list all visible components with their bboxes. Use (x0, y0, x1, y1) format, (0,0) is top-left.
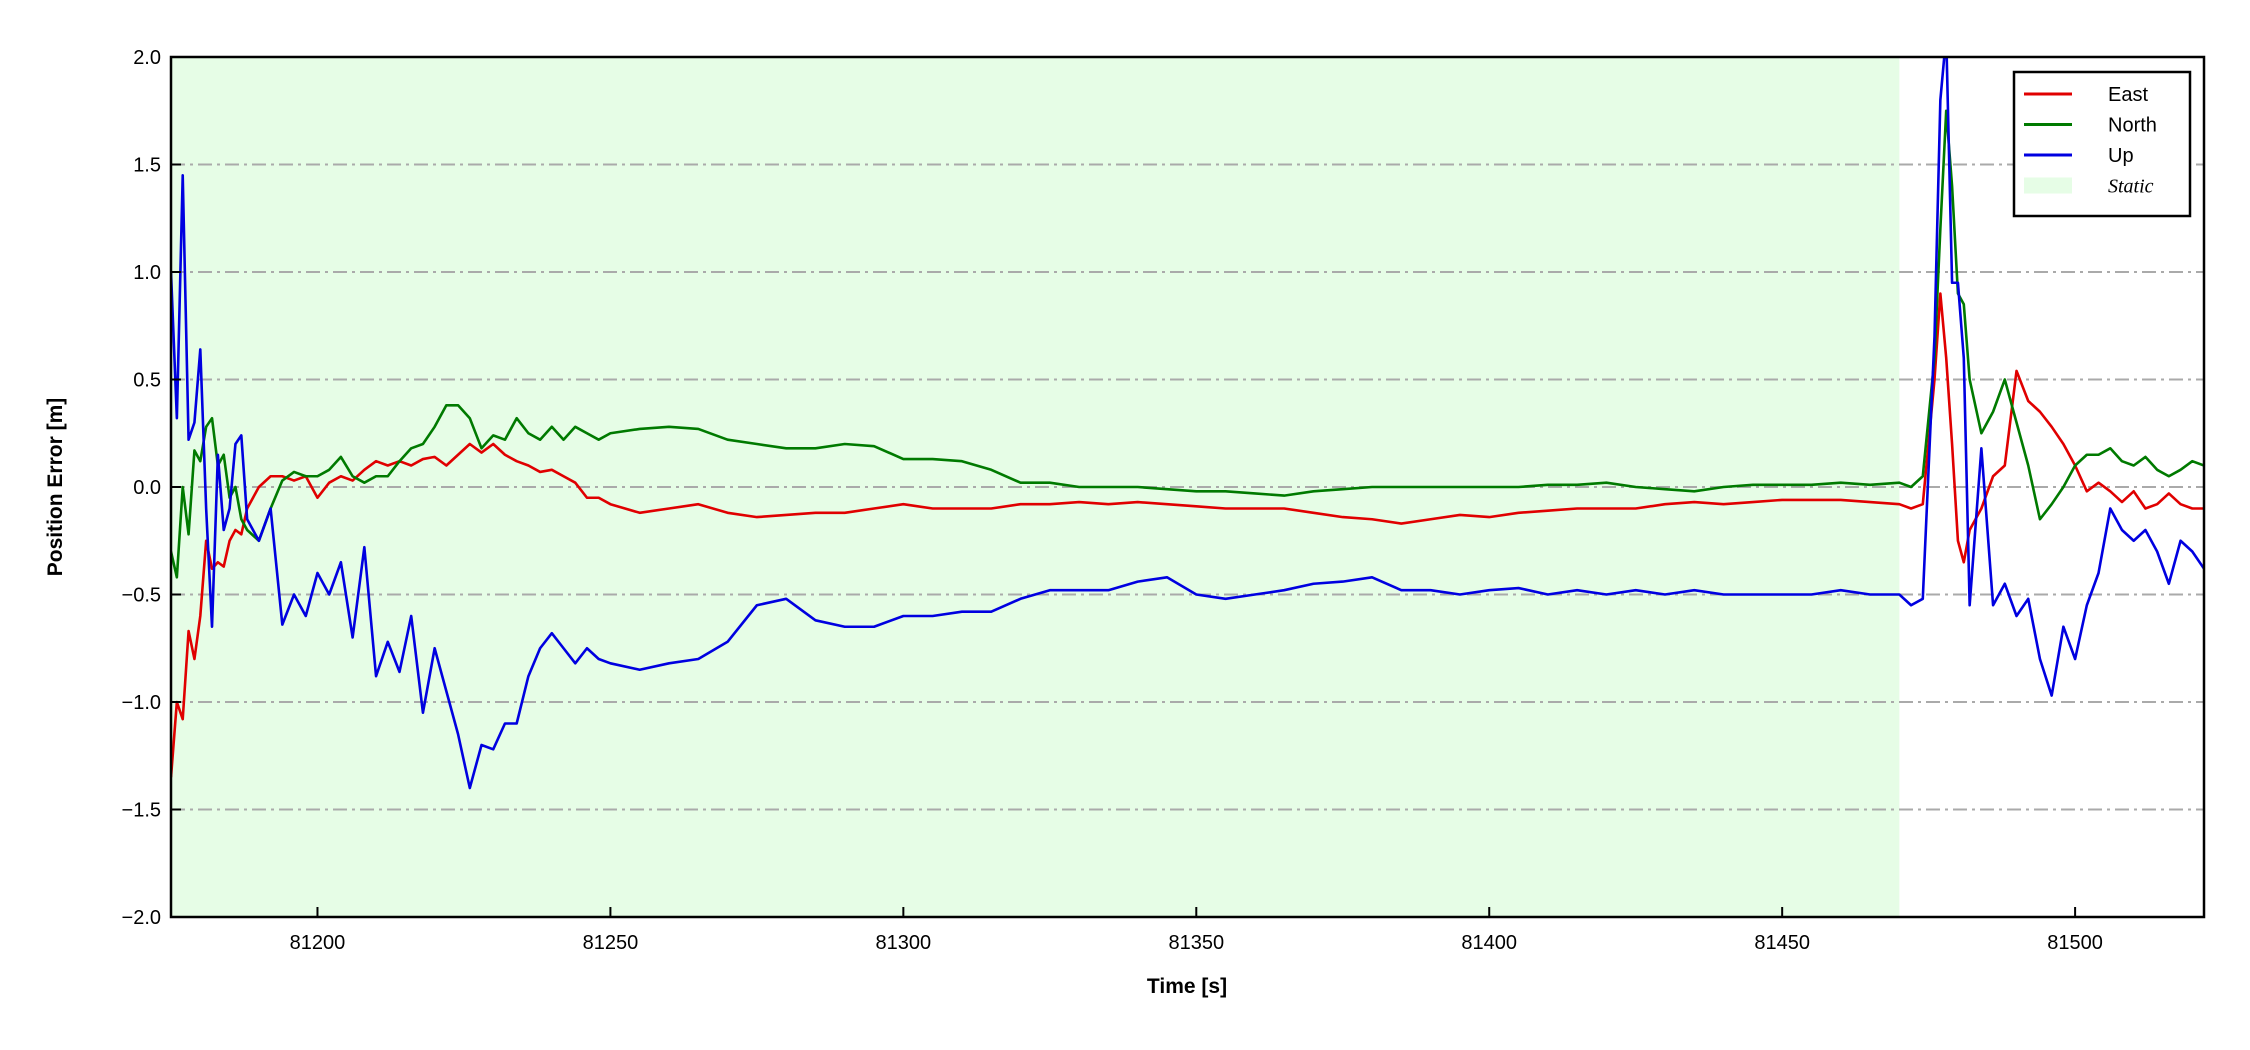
x-axis-label: Time [s] (1147, 975, 1227, 998)
x-tick-label: 81500 (2047, 932, 2103, 954)
x-tick-label: 81450 (1754, 932, 1810, 954)
x-tick-label: 81400 (1461, 932, 1517, 954)
y-tick-label: −0.5 (122, 585, 161, 607)
y-tick-label: −1.5 (122, 800, 161, 822)
y-tick-label: −1.0 (122, 692, 161, 714)
x-tick-label: 81250 (583, 932, 639, 954)
series-line (171, 109, 2204, 579)
legend-label: Static (2108, 176, 2154, 198)
legend: East North Up Static (2012, 70, 2192, 218)
lines-layer (171, 57, 2204, 790)
y-tick-label: 1.0 (133, 262, 161, 284)
legend-label: North (2108, 115, 2157, 137)
x-tick-label: 81200 (290, 932, 346, 954)
y-tick-label: 0.5 (133, 370, 161, 392)
y-tick-label: 1.5 (133, 155, 161, 177)
x-tick-label: 81300 (876, 932, 932, 954)
x-tick-label: 81350 (1168, 932, 1224, 954)
y-axis-label: Position Error [m] (44, 398, 67, 577)
legend-swatch (2024, 177, 2072, 194)
legend-label: East (2108, 84, 2148, 106)
axes-layer: −2.0 −1.5 −1.0 −0.5 0.0 0.5 1.0 1.5 2.0 81200 8125… (122, 47, 2206, 954)
legend-label: Up (2108, 145, 2134, 167)
series-line (171, 57, 2204, 790)
plot-frame (169, 55, 2206, 919)
y-tick-label: 2.0 (133, 47, 161, 69)
y-tick-label: −2.0 (122, 907, 161, 929)
y-tick-label: 0.0 (133, 477, 161, 499)
